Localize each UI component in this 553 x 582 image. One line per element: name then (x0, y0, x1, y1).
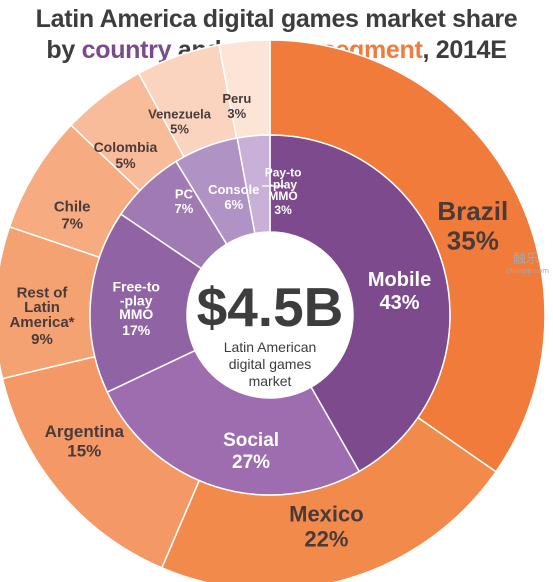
center-disc (187, 232, 353, 398)
watermark-cn: 触乐 (512, 252, 539, 267)
title-word-by: by (46, 36, 75, 64)
label-mobile-name-0: Mobile (368, 269, 431, 291)
label-rest-of-latin-america-name-0: Rest of (17, 285, 69, 302)
label-colombia-value: 5% (115, 155, 136, 171)
label-pay-to-play-mmo-value: 3% (274, 203, 292, 217)
label-venezuela-name-0: Venezuela (148, 107, 212, 122)
watermark: 触乐 chuapp.com (506, 248, 550, 275)
label-pay-to-play-mmo-name-0: Pay-to (265, 166, 302, 180)
label-free-to-play-mmo-name-1: -play (120, 292, 153, 308)
label-pay-to-play-mmo-name-1: -play (269, 177, 297, 191)
label-free-to-play-mmo-value: 17% (122, 322, 151, 338)
watermark-en: chuapp.com (506, 267, 550, 275)
label-mexico-value: 22% (304, 527, 348, 552)
label-console-value: 6% (224, 197, 243, 212)
label-rest-of-latin-america-name-1: Latin (24, 299, 60, 316)
label-social-value: 27% (232, 452, 270, 473)
title-word-year: , 2014E (422, 36, 507, 64)
label-brazil-name-0: Brazil (437, 196, 508, 226)
segment-labels: Mobile43%Social27%Free-to-playMMO17%PC7%… (112, 166, 431, 473)
center-total-value: $4.5B (197, 276, 344, 338)
label-chile-value: 7% (61, 216, 83, 233)
label-colombia-name-0: Colombia (94, 139, 158, 155)
label-peru-name-0: Peru (222, 91, 251, 106)
label-free-to-play-mmo-name-0: Free-to (112, 279, 159, 295)
label-pc-value: 7% (175, 201, 194, 216)
label-social-name-0: Social (223, 430, 279, 451)
label-argentina-name-0: Argentina (45, 422, 125, 441)
center-caption-line1: Latin American (224, 339, 317, 355)
label-mobile-value: 43% (380, 292, 420, 314)
title-word-country: country (81, 36, 172, 64)
label-rest-of-latin-america-name-2: America* (9, 314, 74, 331)
center-caption-line3: market (249, 373, 292, 389)
label-mexico-name-0: Mexico (289, 502, 364, 527)
label-brazil-value: 35% (447, 226, 499, 256)
label-argentina-value: 15% (67, 441, 101, 460)
label-pay-to-play-mmo-name-2: MMO (268, 189, 297, 203)
label-console-name-0: Console (208, 182, 259, 197)
center-caption-line2: digital games (229, 356, 312, 372)
label-free-to-play-mmo-name-2: MMO (119, 306, 153, 322)
label-venezuela-value: 5% (170, 121, 189, 136)
label-rest-of-latin-america-value: 9% (31, 331, 53, 348)
label-peru-value: 3% (227, 106, 246, 121)
label-chile-name-0: Chile (54, 198, 91, 215)
chart-title-line1: Latin America digital games market share (35, 5, 518, 33)
label-pc-name-0: PC (175, 186, 194, 201)
